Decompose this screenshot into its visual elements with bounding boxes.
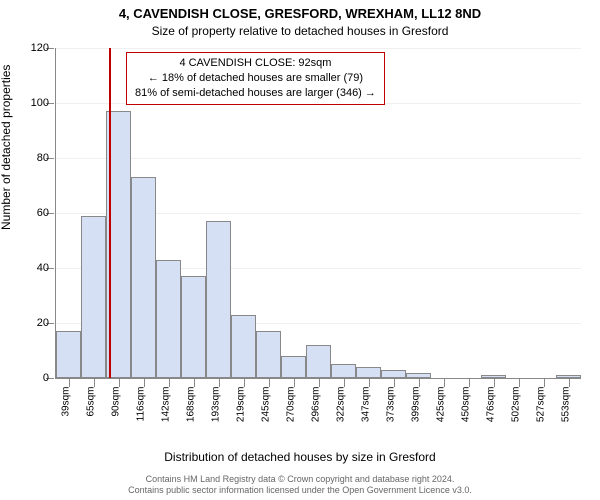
x-tick-label: 116sqm	[135, 387, 146, 437]
bar	[81, 216, 106, 378]
x-tick-label: 142sqm	[160, 387, 171, 437]
x-tick-label: 399sqm	[410, 387, 421, 437]
x-tick-label: 65sqm	[85, 387, 96, 437]
callout-line-3: 81% of semi-detached houses are larger (…	[135, 86, 376, 101]
bar	[56, 331, 81, 378]
y-axis-label: Number of detached properties	[0, 65, 13, 230]
callout-box: 4 CAVENDISH CLOSE: 92sqm← 18% of detache…	[126, 52, 385, 105]
gridline	[56, 158, 581, 159]
x-tick-label: 219sqm	[235, 387, 246, 437]
x-tick-label: 168sqm	[185, 387, 196, 437]
callout-line-2: ← 18% of detached houses are smaller (79…	[135, 71, 376, 86]
bar	[156, 260, 181, 378]
subject-marker-line	[109, 48, 111, 378]
x-tick-label: 90sqm	[110, 387, 121, 437]
x-tick-label: 425sqm	[435, 387, 446, 437]
y-tick-label: 20	[37, 317, 49, 329]
y-tick-label: 60	[37, 207, 49, 219]
y-tick-label: 40	[37, 262, 49, 274]
chart-container: 4, CAVENDISH CLOSE, GRESFORD, WREXHAM, L…	[0, 0, 600, 500]
x-tick-label: 347sqm	[360, 387, 371, 437]
x-tick-label: 553sqm	[560, 387, 571, 437]
x-tick-label: 193sqm	[210, 387, 221, 437]
y-tick-label: 120	[31, 42, 49, 54]
bar	[381, 370, 406, 378]
bar	[181, 276, 206, 378]
x-tick-label: 476sqm	[485, 387, 496, 437]
attribution-line-1: Contains HM Land Registry data © Crown c…	[0, 474, 600, 485]
x-tick-label: 450sqm	[460, 387, 471, 437]
bar	[556, 375, 581, 378]
x-axis-label: Distribution of detached houses by size …	[0, 450, 600, 464]
bar	[131, 177, 156, 378]
callout-line-1: 4 CAVENDISH CLOSE: 92sqm	[135, 56, 376, 71]
y-tick-label: 100	[31, 97, 49, 109]
x-tick-label: 527sqm	[535, 387, 546, 437]
bar	[256, 331, 281, 378]
bar	[231, 315, 256, 378]
bar	[281, 356, 306, 378]
plot-area: 02040608010012039sqm65sqm90sqm116sqm142s…	[55, 48, 581, 379]
y-tick-label: 80	[37, 152, 49, 164]
bar	[331, 364, 356, 378]
x-tick-label: 39sqm	[60, 387, 71, 437]
attribution: Contains HM Land Registry data © Crown c…	[0, 474, 600, 497]
y-tick-label: 0	[43, 372, 49, 384]
x-tick-label: 245sqm	[260, 387, 271, 437]
bar	[206, 221, 231, 378]
x-tick-label: 296sqm	[310, 387, 321, 437]
x-tick-label: 373sqm	[385, 387, 396, 437]
bar	[306, 345, 331, 378]
x-tick-label: 322sqm	[335, 387, 346, 437]
attribution-line-2: Contains public sector information licen…	[0, 485, 600, 496]
x-tick-label: 502sqm	[510, 387, 521, 437]
gridline	[56, 48, 581, 49]
chart-title: 4, CAVENDISH CLOSE, GRESFORD, WREXHAM, L…	[0, 6, 600, 21]
bar	[481, 375, 506, 378]
x-tick-label: 270sqm	[285, 387, 296, 437]
bar	[356, 367, 381, 378]
chart-subtitle: Size of property relative to detached ho…	[0, 24, 600, 38]
bar	[406, 373, 431, 379]
